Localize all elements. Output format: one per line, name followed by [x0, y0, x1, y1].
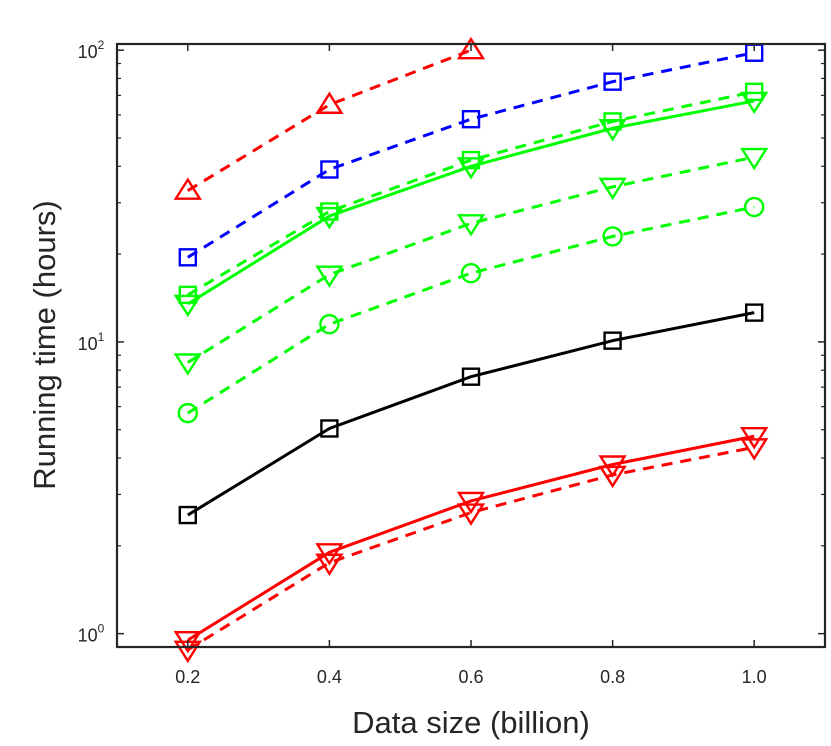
- plot-frame: [115, 42, 827, 649]
- x-tick-label: 0.8: [600, 667, 625, 687]
- circle-marker: [319, 314, 340, 335]
- triangle-down-marker: [315, 265, 344, 288]
- y-tick-label: 102: [78, 38, 105, 62]
- circle-marker: [177, 402, 199, 424]
- x-axis-label: Data size (billion): [352, 705, 590, 740]
- y-tick-label: 100: [78, 622, 105, 646]
- triangle-down-marker: [740, 438, 769, 461]
- square-marker: [320, 202, 339, 221]
- series-6: [178, 303, 764, 525]
- series-0: [173, 36, 486, 200]
- series-5: [177, 196, 765, 424]
- triangle-up-marker: [456, 36, 486, 60]
- square-marker: [461, 109, 481, 129]
- square-marker: [178, 505, 198, 525]
- square-marker: [320, 160, 339, 179]
- square-marker: [603, 331, 622, 350]
- y-tick-base: 10: [78, 626, 98, 646]
- circle-marker: [744, 196, 765, 218]
- triangle-down-marker: [740, 91, 769, 115]
- square-marker: [745, 303, 764, 322]
- square-marker: [320, 419, 339, 438]
- x-tick-label: 1.0: [742, 667, 767, 687]
- square-marker: [461, 150, 481, 170]
- x-tick-label: 0.4: [317, 667, 342, 687]
- y-tick-exponent: 0: [98, 622, 105, 636]
- x-tick-label: 0.6: [458, 667, 483, 687]
- triangle-up-marker: [173, 177, 202, 200]
- y-tick-base: 10: [78, 42, 98, 62]
- series-3: [173, 91, 769, 318]
- square-marker: [461, 367, 481, 386]
- triangle-down-marker: [173, 353, 202, 376]
- triangle-down-marker: [315, 206, 344, 230]
- series-4: [173, 147, 769, 376]
- plot-area: [117, 44, 825, 647]
- triangle-down-marker: [740, 147, 769, 171]
- triangle-up-marker: [315, 91, 344, 114]
- triangle-down-marker: [456, 503, 486, 526]
- triangle-down-marker: [315, 553, 344, 576]
- square-marker: [603, 72, 622, 91]
- x-tick-label: 0.2: [175, 667, 200, 687]
- series-line: [187, 99, 755, 306]
- triangle-down-marker: [598, 177, 627, 201]
- square-marker: [178, 248, 198, 267]
- y-tick-label: 101: [78, 330, 105, 354]
- triangle-down-marker: [456, 157, 486, 180]
- triangle-down-marker: [173, 294, 202, 318]
- circle-marker: [460, 263, 482, 284]
- circle-marker: [602, 226, 623, 247]
- series-line: [187, 434, 755, 642]
- triangle-down-marker: [456, 214, 486, 237]
- series-8: [173, 438, 769, 664]
- series-layer: [173, 36, 769, 664]
- triangle-down-marker: [598, 119, 627, 142]
- triangle-down-marker: [740, 427, 769, 450]
- series-1: [178, 43, 764, 267]
- y-axis-label: Running time (hours): [27, 200, 62, 489]
- series-line: [187, 311, 755, 517]
- y-tick-exponent: 2: [98, 38, 105, 52]
- y-tick-exponent: 1: [98, 330, 105, 344]
- series-line: [187, 90, 755, 297]
- triangle-down-marker: [456, 491, 486, 515]
- y-tick-base: 10: [78, 334, 98, 354]
- series-line: [187, 48, 472, 192]
- triangle-down-marker: [598, 465, 627, 489]
